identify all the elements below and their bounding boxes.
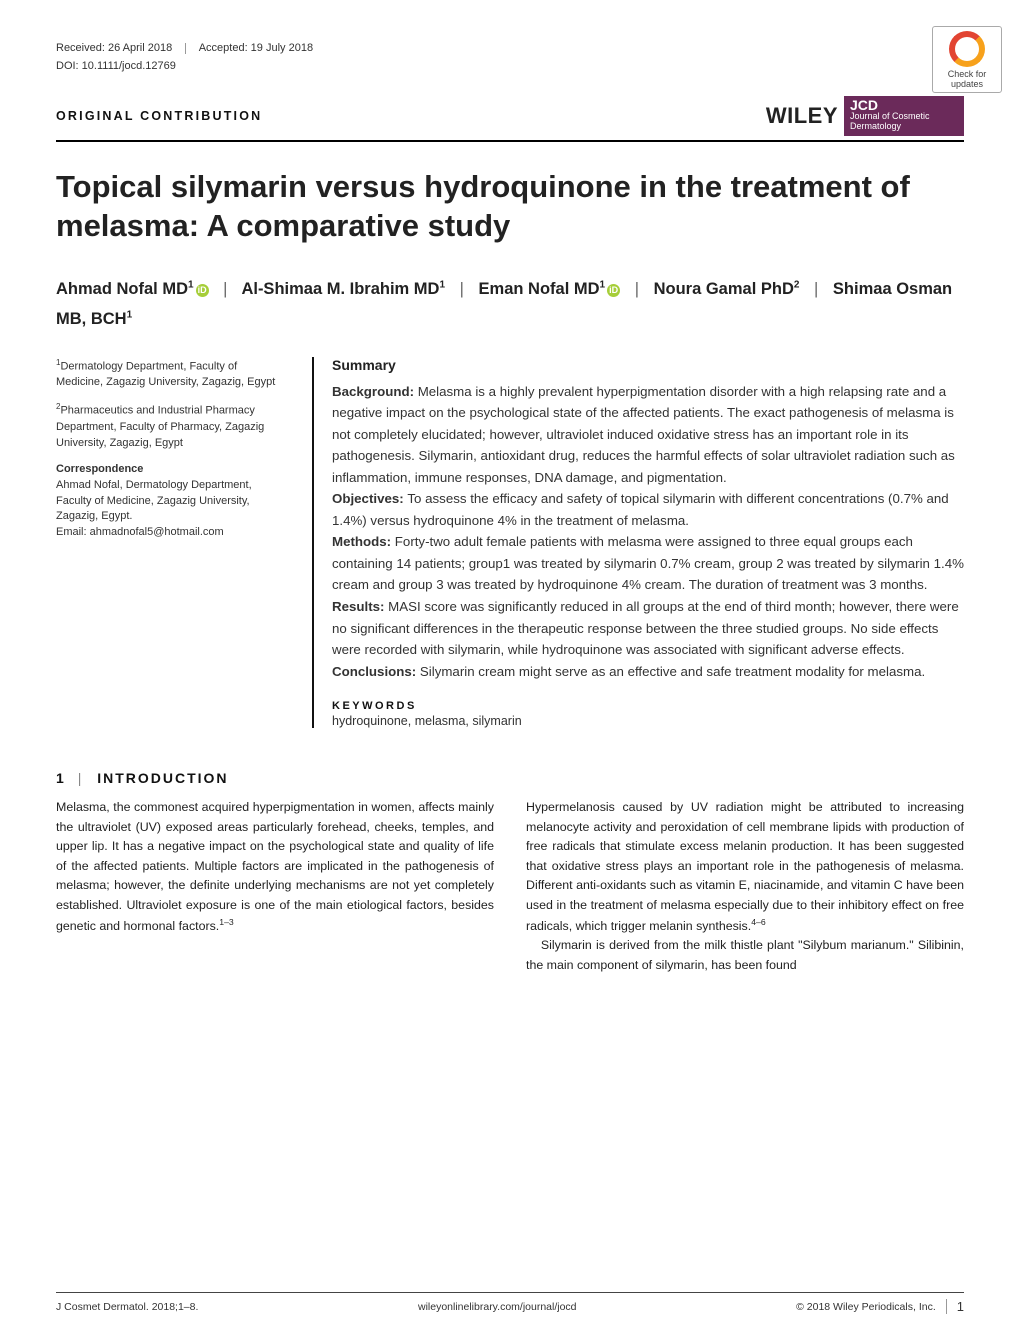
author-sep: | bbox=[804, 280, 828, 298]
affiliations-block: 1Dermatology Department, Faculty of Medi… bbox=[56, 357, 286, 728]
page-footer: J Cosmet Dermatol. 2018;1–8. wileyonline… bbox=[56, 1292, 964, 1314]
summary-heading: Summary bbox=[332, 357, 964, 373]
meta-dates: Received: 26 April 2018 Accepted: 19 Jul… bbox=[56, 42, 964, 54]
author: Al-Shimaa M. Ibrahim MD1 bbox=[241, 280, 445, 298]
brand-row: WILEY JCD Journal of Cosmetic Dermatolog… bbox=[766, 96, 964, 136]
abstract-block: Summary Background: Melasma is a highly … bbox=[312, 357, 964, 728]
check-updates-badge[interactable]: Check for updates bbox=[932, 26, 1002, 93]
section-pipe: | bbox=[78, 770, 84, 786]
abstract-methods: Methods: Forty-two adult female patients… bbox=[332, 531, 964, 596]
author: Eman Nofal MD1iD bbox=[479, 280, 621, 298]
body-paragraph: Hypermelanosis caused by UV radiation mi… bbox=[526, 798, 964, 936]
keywords: hydroquinone, melasma, silymarin bbox=[332, 714, 964, 728]
check-updates-label: Check for updates bbox=[935, 70, 999, 90]
body-columns: Melasma, the commonest acquired hyperpig… bbox=[56, 798, 964, 975]
jcd-sub: Journal of Cosmetic Dermatology bbox=[850, 112, 958, 132]
accepted-date: Accepted: 19 July 2018 bbox=[199, 42, 313, 54]
orcid-icon[interactable]: iD bbox=[196, 284, 209, 297]
author: Ahmad Nofal MD1iD bbox=[56, 280, 209, 298]
header-row: ORIGINAL CONTRIBUTION WILEY JCD Journal … bbox=[56, 96, 964, 136]
author-list: Ahmad Nofal MD1iD | Al-Shimaa M. Ibrahim… bbox=[56, 275, 964, 334]
wiley-logo: WILEY bbox=[766, 103, 838, 129]
author-sep: | bbox=[625, 280, 649, 298]
correspondence-email: Email: ahmadnofal5@hotmail.com bbox=[56, 525, 286, 541]
correspondence-heading: Correspondence bbox=[56, 462, 286, 478]
correspondence-body: Ahmad Nofal, Dermatology Department, Fac… bbox=[56, 478, 286, 526]
contribution-label: ORIGINAL CONTRIBUTION bbox=[56, 109, 262, 123]
footer-url: wileyonlinelibrary.com/journal/jocd bbox=[418, 1301, 577, 1313]
keywords-heading: KEYWORDS bbox=[332, 700, 964, 712]
footer-copyright: © 2018 Wiley Periodicals, Inc. bbox=[796, 1301, 936, 1313]
author-sep: | bbox=[450, 280, 474, 298]
section-title: INTRODUCTION bbox=[97, 770, 228, 786]
check-updates-icon bbox=[949, 31, 985, 67]
affiliation: 1Dermatology Department, Faculty of Medi… bbox=[56, 357, 286, 392]
author: Noura Gamal PhD2 bbox=[654, 280, 800, 298]
header-rule bbox=[56, 140, 964, 142]
abstract-objectives: Objectives: To assess the efficacy and s… bbox=[332, 488, 964, 531]
received-date: Received: 26 April 2018 bbox=[56, 42, 172, 54]
jcd-badge: JCD Journal of Cosmetic Dermatology bbox=[844, 96, 964, 136]
section-intro: 1 | INTRODUCTION Melasma, the commonest … bbox=[56, 770, 964, 975]
abstract-results: Results: MASI score was significantly re… bbox=[332, 596, 964, 661]
body-col-left: Melasma, the commonest acquired hyperpig… bbox=[56, 798, 494, 975]
body-paragraph: Silymarin is derived from the milk thist… bbox=[526, 936, 964, 975]
abstract-conclusions: Conclusions: Silymarin cream might serve… bbox=[332, 661, 964, 683]
affil-abstract-row: 1Dermatology Department, Faculty of Medi… bbox=[56, 357, 964, 728]
body-paragraph: Melasma, the commonest acquired hyperpig… bbox=[56, 798, 494, 936]
section-number: 1 bbox=[56, 770, 66, 786]
doi: DOI: 10.1111/jocd.12769 bbox=[56, 60, 964, 72]
affiliation: 2Pharmaceutics and Industrial Pharmacy D… bbox=[56, 401, 286, 451]
abstract-background: Background: Melasma is a highly prevalen… bbox=[332, 381, 964, 489]
section-heading: 1 | INTRODUCTION bbox=[56, 770, 964, 786]
author-sep: | bbox=[213, 280, 237, 298]
jcd-label: JCD bbox=[850, 98, 958, 112]
meta-divider bbox=[185, 43, 186, 54]
body-col-right: Hypermelanosis caused by UV radiation mi… bbox=[526, 798, 964, 975]
footer-citation: J Cosmet Dermatol. 2018;1–8. bbox=[56, 1301, 198, 1313]
article-title: Topical silymarin versus hydroquinone in… bbox=[56, 168, 964, 246]
page-number: 1 bbox=[946, 1299, 964, 1314]
orcid-icon[interactable]: iD bbox=[607, 284, 620, 297]
